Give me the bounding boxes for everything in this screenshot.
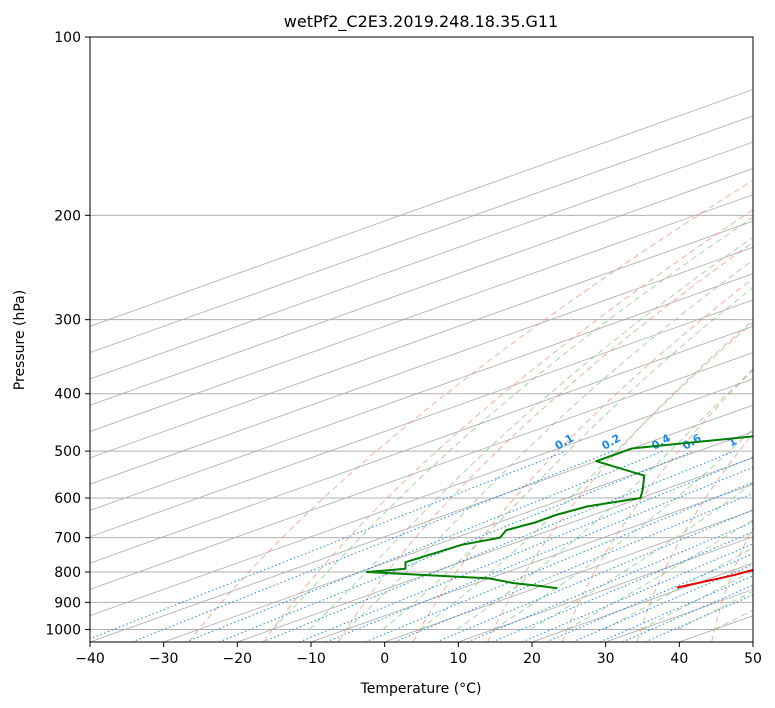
mixing-ratio-line (492, 531, 753, 642)
chart-title: wetPf2_C2E3.2019.248.18.35.G11 (284, 12, 558, 32)
isotherm-gridline (90, 378, 753, 617)
x-tick-label: −40 (75, 651, 105, 667)
isotherm-gridline (310, 483, 753, 642)
isotherm-gridline (163, 431, 753, 642)
isotherm-gridline (90, 194, 753, 432)
isotherm-gridline (90, 246, 753, 485)
mixing-ratio-line (262, 450, 735, 642)
plot-frame (89, 36, 754, 643)
x-tick-label: 50 (744, 651, 762, 667)
isotherm-gridline (90, 352, 753, 590)
mixing-ratio-line (218, 450, 694, 642)
isotherm-gridline (90, 89, 753, 327)
y-tick-label: 500 (54, 444, 81, 460)
moist-adiabat (456, 368, 753, 630)
x-tick-label: 40 (670, 651, 688, 667)
isotherm-gridline (752, 641, 753, 642)
mixing-ratio-line (467, 521, 753, 642)
isotherm-gridline (605, 588, 753, 642)
mixing-ratio-line (131, 450, 614, 642)
moist-adiabat (603, 547, 753, 630)
moist-adiabat (345, 259, 753, 630)
y-tick-label: 600 (54, 491, 81, 507)
dry-adiabat (412, 278, 753, 642)
moist-adiabat (640, 570, 753, 630)
isotherm-gridline (458, 536, 753, 642)
y-tick-label: 1000 (45, 622, 81, 638)
x-tick-label: 30 (597, 651, 615, 667)
moist-adiabat (566, 519, 753, 630)
dewpoint-profile-line (365, 435, 753, 590)
moist-adiabat (382, 287, 753, 630)
dry-adiabat (487, 319, 753, 642)
isotherm-gridline (90, 299, 753, 538)
mixing-ratio-line (185, 450, 664, 642)
dry-adiabat (711, 526, 753, 642)
y-tick-label: 900 (54, 595, 81, 611)
isotherm-gridline (384, 510, 753, 642)
plot-area: 0.10.20.40.611.52346810131620253036-100-… (90, 37, 775, 642)
moist-adiabat (309, 236, 753, 630)
dry-adiabat (636, 432, 753, 642)
mixing-ratio-line (325, 466, 753, 642)
y-tick-label: 300 (54, 313, 81, 329)
isotherm-gridline (90, 325, 753, 564)
isotherm-gridline (237, 457, 753, 642)
y-tick-label: 700 (54, 531, 81, 547)
dry-adiabat (337, 241, 753, 642)
x-tick-label: −30 (149, 651, 179, 667)
isotherm-gridline (90, 404, 753, 642)
x-tick-label: 0 (380, 651, 389, 667)
dry-adiabat (188, 179, 753, 642)
mixing-ratio-label: 1.5 (755, 432, 775, 453)
mixing-ratio-label: 0.4 (649, 431, 673, 452)
mixing-ratio-line (622, 584, 753, 642)
mixing-ratio-line (394, 492, 753, 642)
y-axis-label: Pressure (hPa) (12, 290, 28, 390)
isotherm-gridline (90, 220, 753, 459)
dry-adiabat (561, 369, 753, 642)
mixing-ratio-line (599, 575, 753, 642)
isotherm-gridline (90, 141, 753, 380)
x-tick-label: −20 (223, 651, 253, 667)
y-tick-label: 800 (54, 565, 81, 581)
y-tick-label: 400 (54, 387, 81, 403)
y-tick-label: 200 (54, 208, 81, 224)
moist-adiabat (530, 482, 753, 630)
mixing-ratio-line (436, 509, 753, 642)
x-axis: −40 −30 −20 −10 0 10 20 30 40 50 (75, 642, 762, 667)
y-tick-label: 100 (54, 30, 81, 46)
y-axis: 100 200 300 400 500 600 700 800 900 1000 (45, 30, 90, 638)
mixing-ratio-line (365, 481, 753, 642)
isotherm-gridline (90, 273, 753, 511)
x-tick-label: −10 (296, 651, 326, 667)
isotherm-gridline (679, 615, 753, 642)
isotherm-gridline (90, 115, 753, 354)
moist-adiabat (714, 609, 753, 630)
mixing-ratio-line (90, 450, 567, 640)
temperature-profile-line (676, 568, 753, 589)
moist-adiabat (419, 321, 753, 630)
x-tick-label: 10 (449, 651, 467, 667)
x-axis-label: Temperature (°C) (360, 681, 482, 697)
x-tick-label: 20 (523, 651, 541, 667)
mixing-ratio-line (572, 564, 753, 642)
dry-adiabat (263, 209, 753, 642)
isotherm-gridline (90, 168, 753, 406)
moist-adiabat (677, 590, 753, 630)
mixing-ratio-line (546, 553, 753, 642)
moist-adiabat (272, 216, 753, 630)
